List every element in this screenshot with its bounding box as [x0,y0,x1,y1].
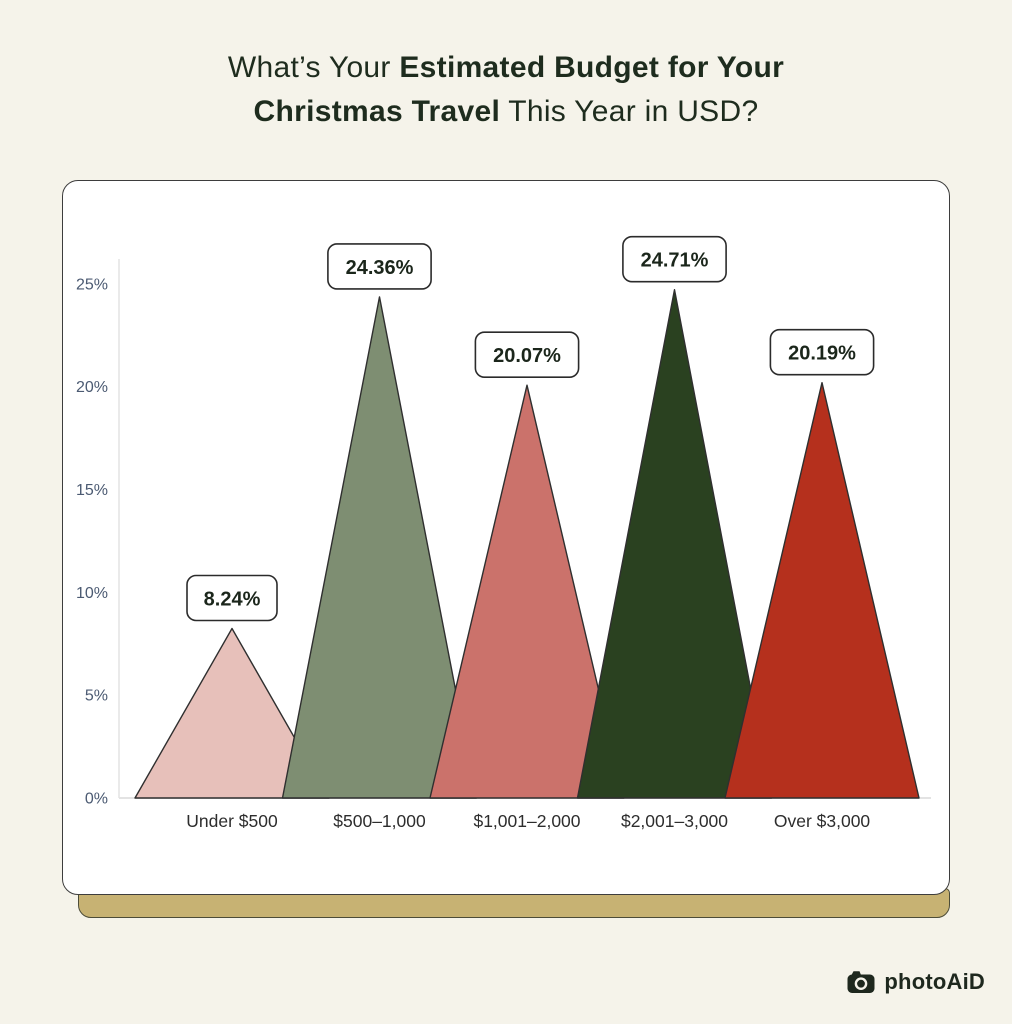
value-label-1-001-2-000: 20.07% [493,345,561,367]
triangle-over-3-000 [724,381,920,799]
value-label-box-500-1-000 [327,243,432,290]
triangle-1-001-2-000 [429,384,625,799]
triangle-500-1-000 [281,296,478,799]
y-tick-5: 5% [85,688,108,705]
y-tick-15: 15% [76,482,108,499]
x-label-2-001-3-000: $2,001–3,000 [621,811,728,831]
brand-logo: photoAiD [846,965,985,999]
x-label-500-1-000: $500–1,000 [333,811,426,831]
y-tick-0: 0% [85,791,108,808]
triangle-2-001-3-000 [576,289,773,799]
triangle-under-500 [134,627,330,799]
value-label-under-500: 8.24% [204,589,261,611]
value-label-box-under-500 [186,574,278,622]
value-label-box-1-001-2-000 [474,331,580,378]
value-label-box-over-3-000 [769,328,875,376]
value-label-500-1-000: 24.36% [346,257,414,279]
value-label-over-3-000: 20.19% [788,343,856,365]
x-label-1-001-2-000: $1,001–2,000 [473,811,580,831]
chart-card: 0% 5% 10% 15% 20% 25% 8.24% 24.36% 20.07% 24.71% 2… [62,180,950,895]
title-line-1: What’s Your Estimated Budget for Your [227,51,785,84]
value-label-2-001-3-000: 24.71% [641,250,709,272]
title-line-2: Christmas Travel This Year in USD? [253,95,759,129]
brand-logo-text: photoAiD [884,969,985,994]
camera-icon [847,971,875,993]
y-tick-20: 20% [76,379,108,396]
x-label-over-3-000: Over $3,000 [774,811,871,831]
chart-title: What’s Your Estimated Budget for Your Ch… [0,46,1012,135]
y-tick-25: 25% [76,276,108,293]
value-label-box-2-001-3-000 [622,235,727,283]
y-tick-10: 10% [76,585,108,602]
x-label-under-500: Under $500 [186,811,278,831]
chart-svg: 0% 5% 10% 15% 20% 25% 8.24% 24.36% 20.07% 24.71% 2… [76,235,931,831]
